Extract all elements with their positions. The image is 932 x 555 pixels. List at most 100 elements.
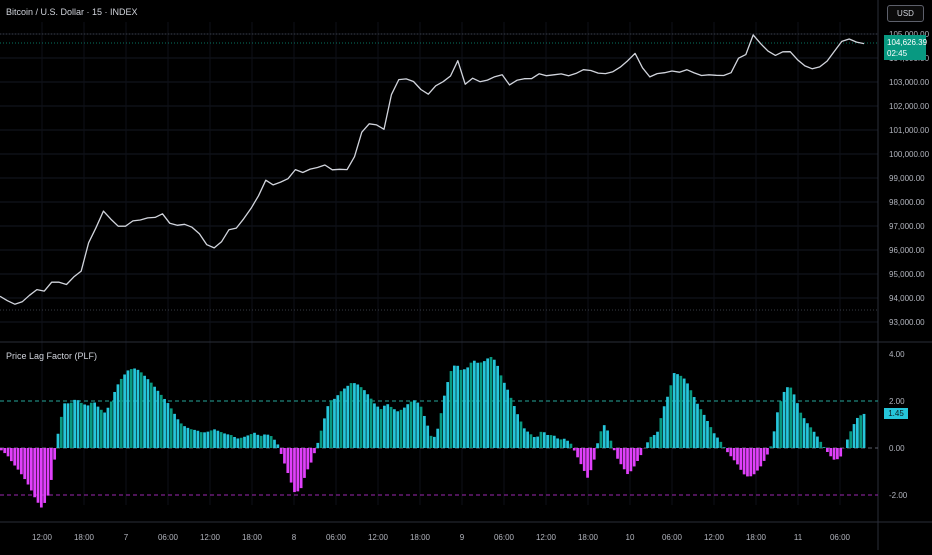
plf-bar xyxy=(143,376,146,448)
plf-bar xyxy=(127,370,130,448)
plf-bar xyxy=(646,442,649,448)
plf-bar xyxy=(679,376,682,448)
plf-bar xyxy=(446,382,449,448)
time-tick-label: 06:00 xyxy=(326,533,347,542)
time-tick-label: 06:00 xyxy=(662,533,683,542)
plf-bar xyxy=(829,448,832,456)
plf-bar xyxy=(726,448,729,452)
price-tick-label: 95,000.00 xyxy=(889,270,925,279)
plf-bar xyxy=(0,448,3,450)
plf-bar xyxy=(793,394,796,448)
plf-bar xyxy=(147,379,150,448)
plf-bar xyxy=(177,419,180,448)
indicator-title[interactable]: Price Lag Factor (PLF) xyxy=(6,351,97,361)
plf-bar xyxy=(93,403,96,448)
last-price-value: 104,626.39 xyxy=(887,37,926,48)
plf-bar xyxy=(630,448,633,471)
plf-tick-label: 4.00 xyxy=(889,350,905,359)
plf-bar xyxy=(666,397,669,448)
plf-bar xyxy=(563,439,566,448)
plf-bar xyxy=(759,448,762,466)
plf-bar xyxy=(183,426,186,448)
plf-bar xyxy=(153,387,156,448)
plf-bar xyxy=(593,448,596,460)
plf-bar xyxy=(606,430,609,448)
plf-bar xyxy=(363,390,366,448)
plf-bar xyxy=(859,415,862,448)
bar-countdown: 02:45 xyxy=(887,48,926,59)
plf-bar xyxy=(360,387,363,448)
plf-bar xyxy=(280,448,283,454)
plf-bar xyxy=(553,436,556,448)
currency-button[interactable]: USD xyxy=(887,5,924,22)
plf-bar xyxy=(286,448,289,473)
axis-layer: 105,000.00104,000.00103,000.00102,000.00… xyxy=(32,30,930,542)
plf-bar xyxy=(33,448,36,497)
plf-bar xyxy=(696,404,699,448)
plf-bar xyxy=(263,434,266,448)
plf-bar xyxy=(453,366,456,448)
plf-bar xyxy=(440,413,443,448)
plf-bar xyxy=(669,385,672,448)
plf-bar xyxy=(620,448,623,464)
plf-bar xyxy=(370,399,373,448)
plf-bar xyxy=(443,396,446,448)
plf-bar xyxy=(640,448,643,455)
plf-bar xyxy=(133,368,136,448)
plf-bar xyxy=(303,448,306,478)
plf-bar xyxy=(17,448,20,470)
plf-bar xyxy=(673,373,676,448)
plf-bar xyxy=(373,403,376,448)
plf-bar xyxy=(603,425,606,448)
time-tick-label: 18:00 xyxy=(410,533,431,542)
plf-bar xyxy=(723,447,726,448)
plf-bar xyxy=(50,448,53,480)
plf-bar xyxy=(473,361,476,448)
plf-bar xyxy=(719,442,722,448)
plf-bar xyxy=(736,448,739,464)
plf-bar xyxy=(167,403,170,448)
time-tick-label: 06:00 xyxy=(158,533,179,542)
plf-tick-label: 2.00 xyxy=(889,397,905,406)
plf-bar xyxy=(480,362,483,448)
plf-bar xyxy=(3,448,6,453)
plf-bar xyxy=(207,432,210,448)
price-tick-label: 101,000.00 xyxy=(889,126,930,135)
plf-bar xyxy=(729,448,732,456)
plf-bar xyxy=(393,409,396,448)
plf-bar xyxy=(663,406,666,448)
plf-bar xyxy=(586,448,589,478)
plf-bar xyxy=(310,448,313,463)
plf-bar xyxy=(107,408,110,448)
plf-bar xyxy=(220,432,223,448)
plf-bar xyxy=(243,437,246,448)
plf-bar xyxy=(513,406,516,448)
plf-bar xyxy=(190,429,193,448)
plf-bar xyxy=(626,448,629,474)
plf-bar xyxy=(633,448,636,466)
plf-bar xyxy=(756,448,759,471)
plf-bar xyxy=(70,403,73,448)
time-tick-label: 12:00 xyxy=(536,533,557,542)
plf-bar xyxy=(193,430,196,448)
plf-bar xyxy=(496,366,499,448)
plf-bar xyxy=(10,448,13,461)
last-price-tag: 104,626.39 02:45 xyxy=(884,35,926,60)
plf-bar xyxy=(130,369,133,448)
plf-bar xyxy=(386,404,389,448)
plf-bar xyxy=(290,448,293,483)
plf-bar xyxy=(160,395,163,448)
time-tick-label: 10 xyxy=(626,533,635,542)
plf-bar xyxy=(400,410,403,448)
plf-bar xyxy=(60,417,63,448)
plf-bar xyxy=(430,436,433,448)
time-tick-label: 7 xyxy=(124,533,129,542)
plf-bar xyxy=(20,448,23,474)
plf-bar xyxy=(13,448,16,466)
plf-bar xyxy=(746,448,749,476)
plf-bar xyxy=(63,403,66,448)
plf-bar xyxy=(636,448,639,461)
